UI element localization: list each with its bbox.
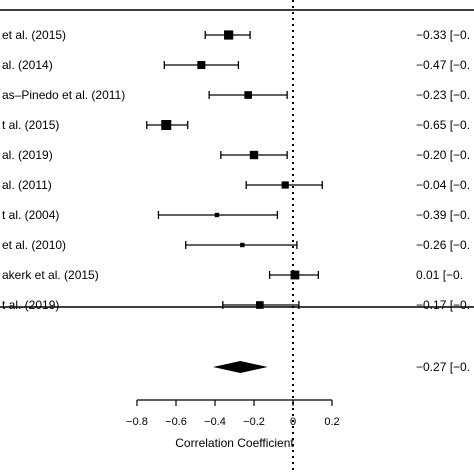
study-label: t al. (2015) — [2, 118, 59, 132]
x-axis-label: Correlation Coefficient — [175, 436, 294, 450]
study-row: t al. (2015) −0.65 [−0. — [2, 118, 470, 132]
summary-row: −0.27 [−0. — [213, 360, 470, 374]
study-label: al. (2011) — [2, 178, 52, 192]
estimate-text: −0.33 [−0. — [416, 28, 470, 42]
point-estimate — [256, 301, 264, 309]
point-estimate — [224, 30, 234, 40]
study-row: al. (2011) −0.04 [−0. — [2, 178, 470, 192]
study-label: t al. (2019) — [2, 298, 59, 312]
study-label: al. (2014) — [2, 58, 53, 72]
estimate-text: −0.20 [−0. — [416, 148, 470, 162]
summary-estimate-text: −0.27 [−0. — [416, 360, 470, 374]
study-row: al. (2014) −0.47 [−0. — [2, 58, 470, 72]
point-estimate — [161, 120, 172, 130]
point-estimate — [249, 150, 259, 160]
x-tick-label: −0.4 — [204, 416, 226, 428]
point-estimate — [240, 242, 245, 248]
x-tick-label: −0.8 — [126, 416, 148, 428]
estimate-text: 0.01 [−0. — [416, 268, 463, 282]
study-row: t al. (2019) −0.17 [−0. — [2, 298, 470, 312]
study-label: t al. (2004) — [2, 208, 59, 222]
study-row: et al. (2015) −0.33 [−0. — [2, 28, 470, 42]
estimate-text: −0.65 [−0. — [416, 118, 470, 132]
estimate-text: −0.26 [−0. — [416, 238, 470, 252]
study-row: et al. (2010) −0.26 [−0. — [2, 238, 470, 252]
study-row: t al. (2004) −0.39 [−0. — [2, 208, 470, 222]
point-estimate — [214, 212, 220, 218]
x-tick-label: −0.2 — [243, 416, 265, 428]
x-tick-label: 0.2 — [324, 416, 339, 428]
study-label: as–Pinedo et al. (2011) — [2, 88, 125, 102]
study-label: et al. (2015) — [2, 28, 66, 42]
study-label: et al. (2010) — [2, 238, 66, 252]
study-row: akerk et al. (2015) 0.01 [−0. — [2, 268, 463, 282]
study-row: al. (2019) −0.20 [−0. — [2, 148, 470, 162]
estimate-text: −0.04 [−0. — [416, 178, 470, 192]
point-estimate — [281, 181, 289, 189]
x-tick-label: 0 — [290, 416, 296, 428]
x-tick-label: −0.6 — [165, 416, 187, 428]
estimate-text: −0.47 [−0. — [416, 58, 470, 72]
study-label: akerk et al. (2015) — [2, 268, 99, 282]
point-estimate — [290, 270, 300, 280]
point-estimate — [244, 91, 252, 99]
study-rows: et al. (2015) −0.33 [−0. al. (2014) −0.47 [… — [2, 28, 470, 312]
x-axis: −0.8 −0.6 −0.4 −0.2 0 0.2 — [126, 399, 340, 428]
point-estimate — [197, 61, 206, 69]
estimate-text: −0.23 [−0. — [416, 88, 470, 102]
estimate-text: −0.39 [−0. — [416, 208, 470, 222]
estimate-text: −0.17 [−0. — [416, 298, 470, 312]
summary-diamond — [213, 361, 268, 373]
study-label: al. (2019) — [2, 148, 53, 162]
study-row: as–Pinedo et al. (2011) −0.23 [−0. — [2, 88, 470, 102]
